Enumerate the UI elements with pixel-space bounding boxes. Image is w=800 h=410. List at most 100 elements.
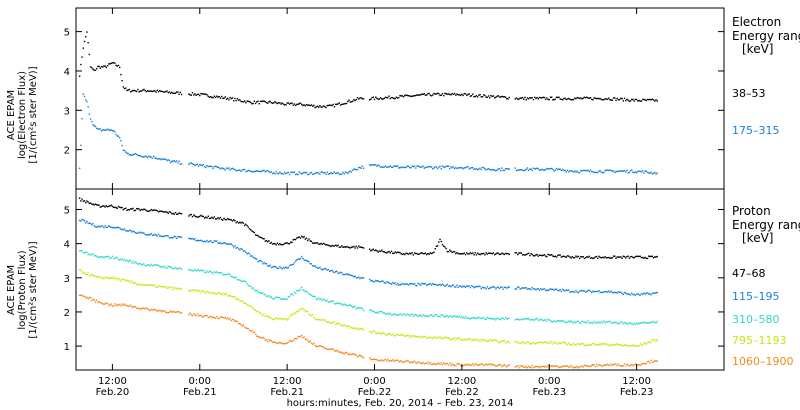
proton-point bbox=[308, 313, 310, 315]
proton-point bbox=[324, 299, 326, 301]
proton-point bbox=[233, 296, 235, 298]
proton-point bbox=[353, 245, 355, 248]
proton-point bbox=[81, 270, 83, 273]
proton-point bbox=[319, 243, 321, 245]
proton-point bbox=[486, 253, 489, 255]
proton-point bbox=[160, 266, 162, 268]
proton-point bbox=[467, 253, 469, 255]
proton-point bbox=[571, 290, 574, 293]
electron-point bbox=[348, 99, 350, 101]
proton-point bbox=[548, 319, 550, 321]
proton-point bbox=[324, 243, 326, 245]
proton-point bbox=[384, 333, 387, 336]
electron-point bbox=[458, 167, 461, 169]
proton-point bbox=[632, 256, 634, 259]
electron-point bbox=[643, 98, 645, 101]
proton-point bbox=[560, 342, 563, 344]
proton-point bbox=[409, 315, 411, 317]
proton-point bbox=[589, 365, 592, 367]
electron-point bbox=[463, 167, 466, 169]
proton-point bbox=[140, 208, 143, 211]
proton-point bbox=[265, 338, 268, 341]
proton-point bbox=[656, 339, 658, 342]
proton-point bbox=[112, 276, 115, 278]
proton-point bbox=[637, 364, 639, 366]
proton-point bbox=[601, 256, 604, 259]
proton-point bbox=[544, 319, 547, 321]
proton-point bbox=[401, 283, 404, 285]
proton-point bbox=[445, 363, 447, 365]
proton-point bbox=[555, 342, 558, 344]
proton-point bbox=[550, 320, 553, 323]
electron-point bbox=[486, 96, 489, 99]
electron-point bbox=[194, 93, 196, 95]
proton-point bbox=[109, 205, 111, 207]
proton-point bbox=[493, 286, 496, 289]
proton-point bbox=[351, 275, 354, 277]
proton-point bbox=[111, 277, 114, 280]
proton-point bbox=[218, 272, 220, 274]
proton-point bbox=[652, 321, 655, 323]
proton-point bbox=[548, 341, 550, 343]
electron-point bbox=[508, 96, 510, 99]
electron-point bbox=[377, 164, 379, 166]
proton-point bbox=[395, 359, 398, 362]
proton-point bbox=[467, 364, 469, 366]
proton-point bbox=[327, 301, 330, 303]
proton-point bbox=[162, 235, 165, 238]
electron-point bbox=[646, 171, 649, 174]
proton-point bbox=[532, 319, 535, 321]
proton-point bbox=[294, 312, 297, 314]
proton-point bbox=[451, 284, 453, 287]
proton-point bbox=[633, 345, 635, 347]
proton-point bbox=[245, 302, 247, 305]
proton-point bbox=[484, 363, 486, 366]
electron-point bbox=[518, 98, 520, 100]
proton-point bbox=[382, 250, 384, 253]
proton-point bbox=[100, 205, 103, 208]
proton-point bbox=[103, 205, 105, 207]
proton-point bbox=[638, 255, 640, 258]
proton-point bbox=[629, 256, 632, 258]
proton-point bbox=[224, 293, 226, 295]
proton-point bbox=[371, 279, 373, 282]
electron-point bbox=[400, 166, 402, 168]
proton-point bbox=[160, 235, 162, 237]
proton-point bbox=[116, 303, 118, 306]
electron-point bbox=[159, 157, 161, 160]
electron-point bbox=[91, 120, 93, 123]
proton-point bbox=[342, 246, 344, 249]
electron-point bbox=[264, 171, 267, 173]
proton-point bbox=[139, 209, 142, 212]
proton-point bbox=[461, 253, 463, 255]
proton-point bbox=[381, 280, 383, 282]
proton-point bbox=[424, 315, 427, 317]
proton-point bbox=[146, 264, 149, 266]
proton-point bbox=[343, 303, 345, 305]
proton-point bbox=[253, 309, 256, 311]
proton-point bbox=[256, 258, 258, 260]
proton-point bbox=[288, 265, 291, 267]
proton-point bbox=[345, 325, 348, 328]
proton-point bbox=[581, 365, 583, 367]
proton-point bbox=[450, 286, 452, 288]
proton-point bbox=[495, 253, 497, 255]
electron-point bbox=[468, 93, 470, 95]
electron-point bbox=[294, 173, 297, 176]
proton-point bbox=[388, 250, 390, 253]
proton-point bbox=[574, 256, 576, 259]
electron-point bbox=[392, 97, 394, 99]
proton-point bbox=[203, 240, 206, 242]
proton-point bbox=[422, 361, 424, 364]
proton-point bbox=[576, 320, 578, 323]
proton-point bbox=[127, 230, 129, 233]
proton-point bbox=[233, 246, 235, 248]
proton-point bbox=[582, 343, 584, 345]
proton-point bbox=[262, 263, 264, 265]
proton-point bbox=[118, 206, 121, 208]
proton-point bbox=[524, 254, 526, 256]
electron-point bbox=[439, 165, 441, 167]
electron-point bbox=[265, 101, 268, 104]
electron-point bbox=[644, 170, 646, 172]
proton-point bbox=[202, 215, 205, 218]
